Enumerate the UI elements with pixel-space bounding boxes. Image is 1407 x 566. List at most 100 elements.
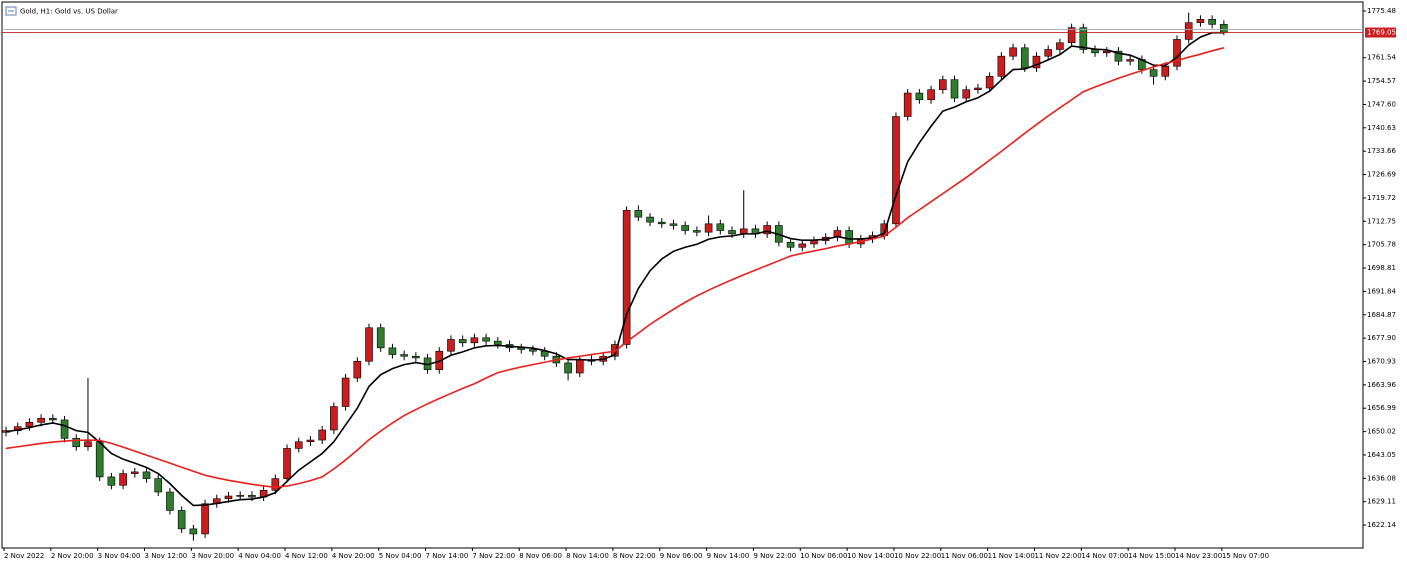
y-tick-label: 1719.72 xyxy=(1367,194,1396,202)
candle-body xyxy=(1079,27,1088,50)
candle-body xyxy=(903,92,912,117)
y-tick-label: 1684.87 xyxy=(1367,311,1396,319)
candle-body xyxy=(294,441,303,449)
candle-body xyxy=(60,419,69,439)
x-tick-label: 15 Nov 07:00 xyxy=(1222,552,1269,560)
y-tick-label: 1650.02 xyxy=(1367,428,1396,436)
y-tick-label: 1733.66 xyxy=(1367,147,1396,155)
candle-body xyxy=(388,347,397,355)
y-tick-label: 1629.11 xyxy=(1367,498,1396,506)
candle-body xyxy=(341,377,350,407)
x-tick-label: 14 Nov 07:00 xyxy=(1081,552,1128,560)
moving-average xyxy=(5,47,1225,489)
x-tick-label: 3 Nov 20:00 xyxy=(191,552,234,560)
candle-body xyxy=(1149,69,1158,77)
candle-body xyxy=(376,327,385,349)
candle-body xyxy=(248,495,256,498)
candle-body xyxy=(271,478,280,491)
x-tick-label: 9 Nov 22:00 xyxy=(753,552,796,560)
x-tick-label: 11 Nov 22:00 xyxy=(1034,552,1081,560)
candle-body xyxy=(938,79,947,91)
candle-body xyxy=(669,223,678,226)
candle-body xyxy=(306,439,315,443)
x-tick-label: 11 Nov 06:00 xyxy=(941,552,988,560)
candle-body xyxy=(353,360,362,379)
x-tick-label: 8 Nov 22:00 xyxy=(613,552,656,560)
candle-body xyxy=(224,495,233,500)
candle-body xyxy=(1114,50,1123,62)
candle-body xyxy=(177,510,186,530)
candle-body xyxy=(142,471,151,479)
candle-body xyxy=(716,223,725,231)
candle-body xyxy=(25,421,34,427)
y-tick-label: 1698.81 xyxy=(1367,264,1396,272)
candle-body xyxy=(482,337,490,342)
candle-body xyxy=(494,340,502,345)
candle-body xyxy=(646,216,654,223)
candle-body xyxy=(119,473,127,486)
x-tick-label: 7 Nov 22:00 xyxy=(472,552,515,560)
candle-body xyxy=(763,225,771,235)
candle-body xyxy=(622,210,631,345)
y-tick-label: 1775.48 xyxy=(1367,7,1396,15)
candle-body xyxy=(564,362,572,374)
y-tick-label: 1622.14 xyxy=(1367,521,1396,529)
candle-body xyxy=(575,359,584,374)
candle-body xyxy=(728,230,736,235)
candle-body xyxy=(1056,42,1064,50)
candle-body xyxy=(458,339,467,344)
candle-body xyxy=(470,337,479,344)
candle-body xyxy=(704,223,713,233)
y-tick-label: 1656.99 xyxy=(1367,404,1396,412)
x-tick-label: 14 Nov 23:00 xyxy=(1175,552,1222,560)
x-tick-label: 10 Nov 06:00 xyxy=(800,552,847,560)
candle-body xyxy=(95,441,104,478)
y-tick-label: 1740.63 xyxy=(1367,124,1396,132)
candle-body xyxy=(166,491,174,511)
candle-body xyxy=(1032,55,1041,69)
candle-body xyxy=(283,448,291,479)
x-tick-label: 9 Nov 14:00 xyxy=(707,552,750,560)
x-tick-label: 3 Nov 04:00 xyxy=(98,552,141,560)
x-tick-label: 4 Nov 20:00 xyxy=(332,552,375,560)
x-tick-label: 10 Nov 22:00 xyxy=(894,552,941,560)
candle-body xyxy=(189,528,198,535)
candle-body xyxy=(786,241,795,248)
y-tick-label: 1677.90 xyxy=(1367,334,1396,342)
candle-body xyxy=(1208,18,1216,25)
price-label: 1769.05 xyxy=(1367,29,1396,37)
x-tick-label: 4 Nov 04:00 xyxy=(238,552,281,560)
candle-body xyxy=(1102,50,1111,54)
candle-body xyxy=(318,429,326,441)
candle-body xyxy=(997,55,1006,77)
x-tick-label: 9 Nov 06:00 xyxy=(660,552,703,560)
candle-body xyxy=(529,349,537,352)
candle-body xyxy=(412,355,420,359)
x-tick-label: 14 Nov 15:00 xyxy=(1128,552,1175,560)
candle-body xyxy=(201,503,209,535)
candle-body xyxy=(447,339,455,352)
candle-body xyxy=(845,230,853,245)
x-tick-label: 8 Nov 06:00 xyxy=(519,552,562,560)
y-tick-label: 1691.84 xyxy=(1367,287,1396,295)
x-tick-label: 4 Nov 12:00 xyxy=(285,552,328,560)
candle-body xyxy=(915,92,924,101)
candle-body xyxy=(84,441,92,448)
chart-title: Gold, H1: Gold vs. US Dollar xyxy=(20,8,118,16)
candle-body xyxy=(974,87,982,91)
y-tick-label: 1663.96 xyxy=(1367,381,1396,389)
y-tick-label: 1643.05 xyxy=(1367,451,1396,459)
candle-body xyxy=(985,75,994,89)
x-tick-label: 11 Nov 14:00 xyxy=(988,552,1035,560)
candle-body xyxy=(681,225,689,231)
candle-body xyxy=(1044,49,1052,57)
x-tick-label: 5 Nov 04:00 xyxy=(379,552,422,560)
candle-body xyxy=(37,417,45,423)
candle-body xyxy=(72,438,81,448)
candle-body xyxy=(107,476,116,486)
candle-body xyxy=(810,240,818,245)
candle-body xyxy=(330,406,338,431)
candle-body xyxy=(400,354,408,357)
candle-body xyxy=(49,417,57,421)
